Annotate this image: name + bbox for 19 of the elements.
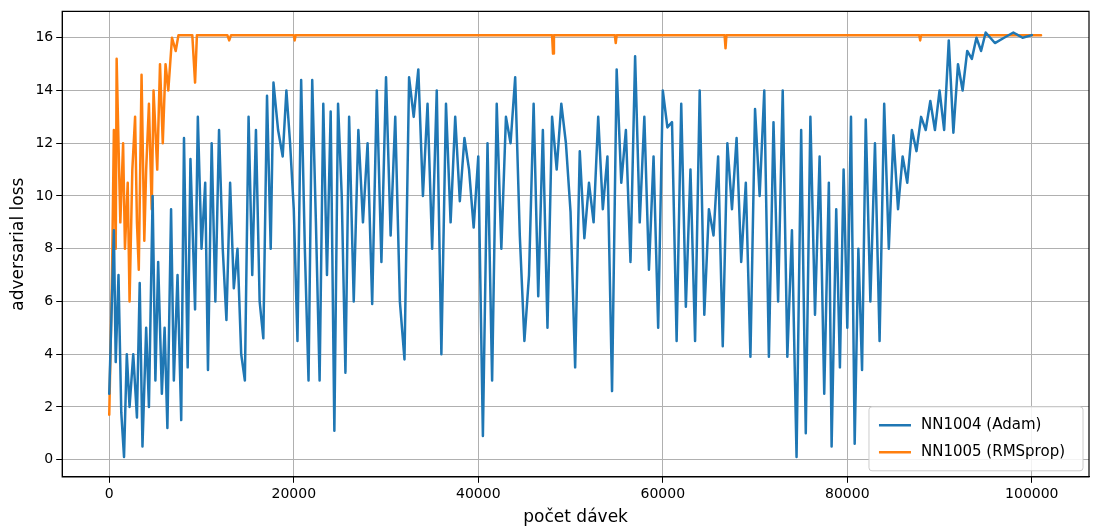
y-tick-label: 2 — [44, 397, 54, 414]
y-tick-label: 6 — [44, 292, 54, 309]
y-tick-label: 4 — [44, 344, 54, 361]
x-axis-title: počet dávek — [523, 506, 629, 527]
legend-label: NN1004 (Adam) — [920, 415, 1042, 434]
x-tick-label: 80000 — [825, 484, 870, 501]
x-tick-label: 20000 — [271, 484, 317, 501]
y-axis-title: adversarial loss — [6, 177, 27, 311]
y-tick-label: 8 — [44, 239, 54, 256]
y-tick-label: 12 — [35, 133, 54, 150]
legend-label: NN1005 (RMSprop) — [920, 442, 1065, 461]
x-tick-label: 60000 — [640, 484, 686, 501]
x-tick-label: 100000 — [1005, 484, 1059, 501]
y-tick-label: 10 — [35, 186, 54, 203]
x-tick-label: 0 — [104, 484, 114, 501]
y-tick-label: 14 — [35, 81, 54, 98]
x-tick-label: 40000 — [456, 484, 501, 501]
y-tick-label: 0 — [44, 450, 54, 467]
y-tick-label: 16 — [35, 28, 54, 45]
